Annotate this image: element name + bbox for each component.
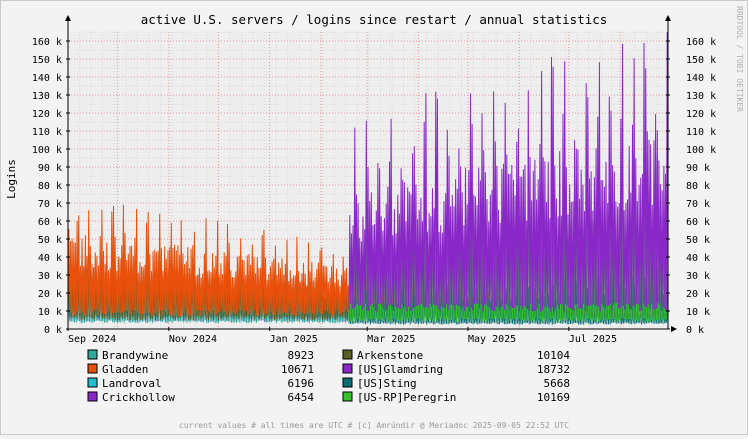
legend-current-value: 10671 [281,363,314,376]
legend-series-name: [US]Glamdring [357,363,443,376]
y-tick-label-right: 40 k [686,253,710,264]
y-ticks-left: 0 k 10 k 20 k 30 k 40 k 50 k 60 k 70 k 80 k 90 k 1… [32,37,70,336]
legend-series-name: Brandywine [102,349,168,362]
series-layer [67,31,669,325]
y-tick-label: 90 k [38,163,62,174]
y-axis-arrow-left [65,15,71,21]
rrdtool-credit: RRDTOOL / TOBI OETIKER [735,6,744,112]
y-ticks-right: 0 k 10 k 20 k 30 k 40 k 50 k 60 k 70 k 80 k 90 k 1… [666,37,716,336]
legend-series-name: [US-RP]Peregrin [357,391,456,404]
y-tick-label-right: 110 k [686,127,716,138]
legend-current-value: 8923 [288,349,315,362]
y-tick-label: 30 k [38,271,62,282]
legend: Brandywine 8923 Arkenstone 10104 Gladden 1067… [87,349,571,404]
y-tick-label: 130 k [32,91,62,102]
x-tick-label: Nov 2024 [169,334,217,345]
x-tick-label: Jul 2025 [569,334,617,345]
y-tick-label: 40 k [38,253,62,264]
y-tick-label: 70 k [38,199,62,210]
y-axis-label: Logins [5,159,18,199]
y-tick-label-right: 130 k [686,91,716,102]
x-tick-label: May 2025 [468,334,516,345]
legend-swatch [87,363,98,374]
y-tick-label-right: 140 k [686,73,716,84]
series-line--us-glamdring [348,31,669,312]
legend-swatch [87,377,98,388]
y-tick-label: 100 k [32,145,62,156]
y-tick-label: 0 k [44,325,62,336]
y-tick-label: 120 k [32,109,62,120]
legend-current-value: 10169 [537,391,570,404]
y-tick-label: 160 k [32,37,62,48]
y-tick-label: 50 k [38,235,62,246]
footer-note: current values # all times are UTC # [c]… [179,421,569,430]
y-tick-label-right: 0 k [686,325,704,336]
y-tick-label-right: 160 k [686,37,716,48]
x-axis-arrow [671,326,677,332]
y-tick-label: 10 k [38,307,62,318]
y-tick-label-right: 60 k [686,217,710,228]
y-tick-label: 60 k [38,217,62,228]
x-ticks: Sep 2024 Nov 2024 Jan 2025 Mar 2025 May 2025… [67,327,617,345]
legend-series-name: Arkenstone [357,349,423,362]
legend-current-value: 18732 [537,363,570,376]
legend-current-value: 6196 [288,377,315,390]
legend-swatch [87,349,98,360]
y-tick-label-right: 150 k [686,55,716,66]
x-tick-label: Jan 2025 [270,334,318,345]
legend-current-value: 10104 [537,349,570,362]
legend-current-value: 5668 [544,377,571,390]
y-tick-label-right: 100 k [686,145,716,156]
legend-series-name: Crickhollow [102,391,175,404]
x-tick-label: Sep 2024 [68,334,116,345]
y-tick-label: 110 k [32,127,62,138]
legend-series-name: [US]Sting [357,377,417,390]
y-tick-label-right: 120 k [686,109,716,120]
y-tick-label-right: 80 k [686,181,710,192]
legend-swatch [342,377,353,388]
y-tick-label-right: 70 k [686,199,710,210]
y-tick-label-right: 30 k [686,271,710,282]
legend-series-name: Landroval [102,377,162,390]
y-tick-label: 140 k [32,73,62,84]
y-tick-label: 150 k [32,55,62,66]
y-tick-label-right: 90 k [686,163,710,174]
y-tick-label-right: 10 k [686,307,710,318]
legend-swatch [342,363,353,374]
y-tick-label-right: 20 k [686,289,710,300]
x-tick-label: Mar 2025 [367,334,415,345]
legend-current-value: 6454 [288,391,315,404]
y-axis-arrow-right [665,15,671,21]
y-tick-label: 20 k [38,289,62,300]
chart-title: active U.S. servers / logins since resta… [141,12,608,27]
legend-swatch [87,391,98,402]
y-tick-label-right: 50 k [686,235,710,246]
legend-series-name: Gladden [102,363,148,376]
y-tick-label: 80 k [38,181,62,192]
legend-swatch [342,391,353,402]
legend-swatch [342,349,353,360]
